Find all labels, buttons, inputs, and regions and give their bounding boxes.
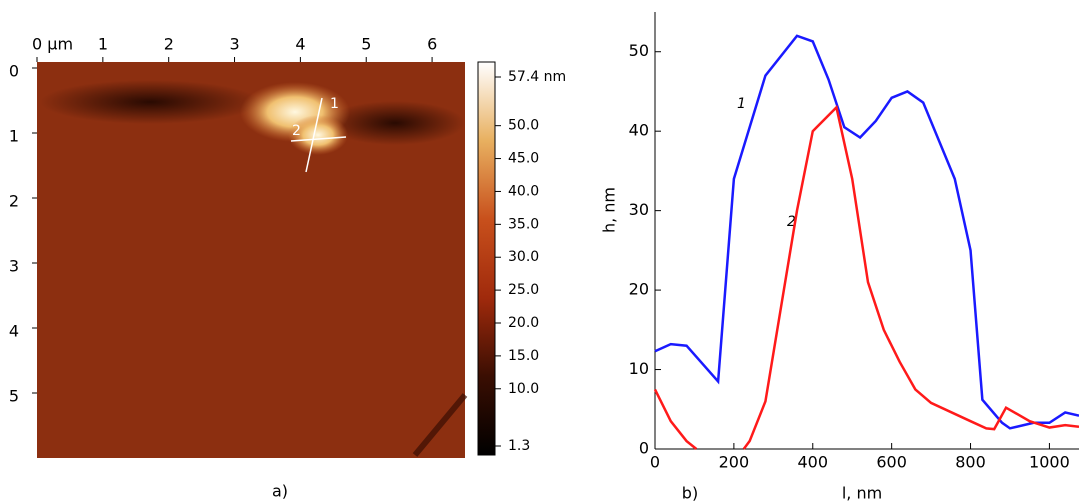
x-tick-label: 1000 bbox=[1029, 453, 1070, 472]
y-tick-label: 2 bbox=[9, 192, 19, 211]
profile-label: 2 bbox=[292, 123, 301, 139]
series-label: 1 bbox=[737, 96, 746, 112]
data-line bbox=[653, 104, 1079, 450]
panel-label: a) bbox=[272, 482, 288, 501]
colorbar-tick-label: 20.0 bbox=[508, 315, 539, 331]
x-tick-label: 2 bbox=[164, 35, 174, 54]
y-tick-label: 10 bbox=[629, 359, 649, 378]
afm-dark-band bbox=[40, 80, 260, 124]
y-tick-label: 5 bbox=[9, 387, 19, 406]
y-tick-label: 3 bbox=[9, 257, 19, 276]
x-tick-label: 200 bbox=[719, 453, 750, 472]
x-tick-label: 800 bbox=[955, 453, 986, 472]
afm-image bbox=[37, 62, 468, 458]
y-tick-label: 40 bbox=[629, 121, 649, 140]
colorbar-tick-label: 10.0 bbox=[508, 381, 539, 397]
y-tick-label: 30 bbox=[629, 200, 649, 219]
panel-label: b) bbox=[682, 484, 698, 503]
colorbar-tick-label: 15.0 bbox=[508, 348, 539, 364]
profile-line bbox=[290, 136, 347, 142]
colorbar bbox=[477, 61, 496, 456]
y-tick-label: 0 bbox=[9, 62, 19, 81]
x-tick-label: 6 bbox=[427, 35, 437, 54]
profile-label: 1 bbox=[330, 96, 339, 112]
y-axis-label: h, nm bbox=[600, 187, 619, 233]
x-tick-label: 4 bbox=[295, 35, 305, 54]
afm-bright-spot bbox=[288, 115, 348, 155]
x-tick-label: 1 bbox=[98, 35, 108, 54]
colorbar-tick-label: 40.0 bbox=[508, 183, 539, 199]
y-tick-label: 20 bbox=[629, 280, 649, 299]
y-tick-label: 0 bbox=[639, 439, 649, 458]
x-tick-label: 400 bbox=[797, 453, 828, 472]
y-tick-label: 1 bbox=[9, 127, 19, 146]
y-tick-label: 4 bbox=[9, 322, 19, 341]
colorbar-tick-label: 57.4 nm bbox=[508, 69, 566, 85]
colorbar-tick-label: 45.0 bbox=[508, 151, 539, 167]
data-line bbox=[654, 34, 1079, 430]
x-tick-label: 3 bbox=[230, 35, 240, 54]
profile-line bbox=[305, 97, 323, 173]
colorbar-tick-label: 50.0 bbox=[508, 118, 539, 134]
colorbar-tick-label: 35.0 bbox=[508, 216, 539, 232]
x-tick-label: 5 bbox=[361, 35, 371, 54]
series-label: 2 bbox=[787, 214, 796, 230]
colorbar-tick-label: 30.0 bbox=[508, 249, 539, 265]
x-tick-label: 600 bbox=[876, 453, 907, 472]
colorbar-tick-label: 1.3 bbox=[508, 438, 530, 454]
afm-dark-band bbox=[325, 101, 465, 145]
afm-edge bbox=[412, 393, 468, 457]
x-axis-label: l, nm bbox=[842, 484, 882, 503]
x-tick-label: 0 µm bbox=[32, 35, 73, 54]
y-tick-label: 50 bbox=[629, 41, 649, 60]
colorbar-tick-label: 25.0 bbox=[508, 282, 539, 298]
x-tick-label: 0 bbox=[650, 453, 660, 472]
